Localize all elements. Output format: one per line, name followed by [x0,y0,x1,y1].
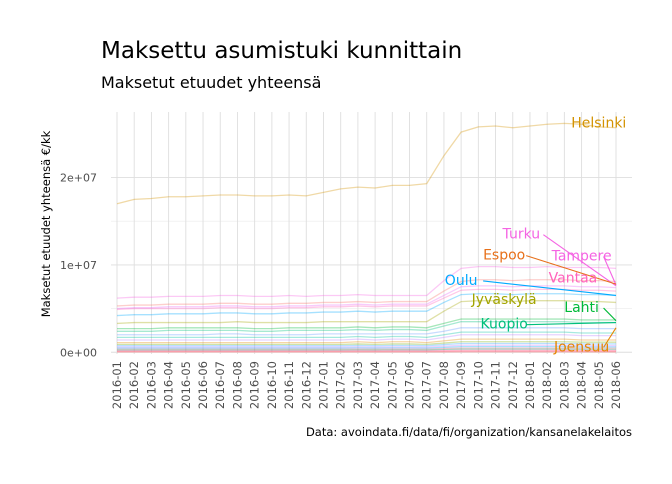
x-tick-label: 2016-08 [230,361,244,409]
x-tick-label: 2017-02 [334,361,348,409]
annotation-leader-line [604,308,616,321]
x-tick-label: 2016-09 [248,361,262,409]
y-axis-label: Maksetut etuudet yhteensä €/kk [39,130,53,317]
x-tick-label: 2017-10 [471,361,485,409]
x-tick-label: 2017-08 [437,361,451,409]
series-label: Vantaa [549,270,598,286]
chart-caption: Data: avoindata.fi/data/fi/organization/… [306,425,632,439]
x-tick-label: 2017-03 [351,361,365,409]
series-line [117,123,616,203]
y-tick-label: 0e+00 [60,346,97,359]
x-tick-label: 2017-04 [368,361,382,409]
x-tick-label: 2017-01 [316,361,330,409]
series-label: Lahti [564,300,599,316]
x-tick-label: 2016-01 [110,361,124,409]
x-tick-label: 2018-05 [592,361,606,409]
series-label: Espoo [483,248,525,264]
series-label: Tampere [551,249,612,265]
x-tick-label: 2018-06 [609,361,623,409]
x-tick-label: 2016-07 [213,361,227,409]
series-label: Joensuu [553,339,609,355]
x-tick-label: 2016-05 [179,361,193,409]
x-tick-label: 2018-04 [575,361,589,409]
x-tick-label: 2017-12 [506,361,520,409]
x-tick-label: 2016-03 [144,361,158,409]
series-label: Helsinki [571,116,626,132]
x-tick-label: 2018-02 [540,361,554,409]
series-line [117,328,616,335]
series-label: Turku [502,227,541,243]
x-tick-label: 2016-02 [127,361,141,409]
series-line [117,280,616,306]
x-tick-label: 2016-04 [162,361,176,409]
chart-subtitle: Maksetut etuudet yhteensä [101,73,321,92]
x-tick-label: 2016-10 [265,361,279,409]
x-tick-label: 2017-06 [403,361,417,409]
series-label: Jyväskylä [471,292,537,308]
x-tick-label: 2018-01 [523,361,537,409]
x-tick-label: 2016-12 [299,361,313,409]
chart-title: Maksettu asumistuki kunnittain [101,38,462,64]
x-tick-label: 2017-05 [385,361,399,409]
x-tick-label: 2016-06 [196,361,210,409]
x-tick-label: 2017-11 [489,361,503,409]
x-tick-label: 2017-09 [454,361,468,409]
series-label: Oulu [445,273,478,289]
series-label: Kuopio [481,317,528,333]
annotation-leader-line [526,323,616,325]
y-tick-label: 1e+07 [60,259,97,272]
x-tick-label: 2016-11 [282,361,296,409]
x-tick-label: 2018-03 [557,361,571,409]
y-tick-label: 2e+07 [60,172,97,185]
x-tick-label: 2017-07 [420,361,434,409]
